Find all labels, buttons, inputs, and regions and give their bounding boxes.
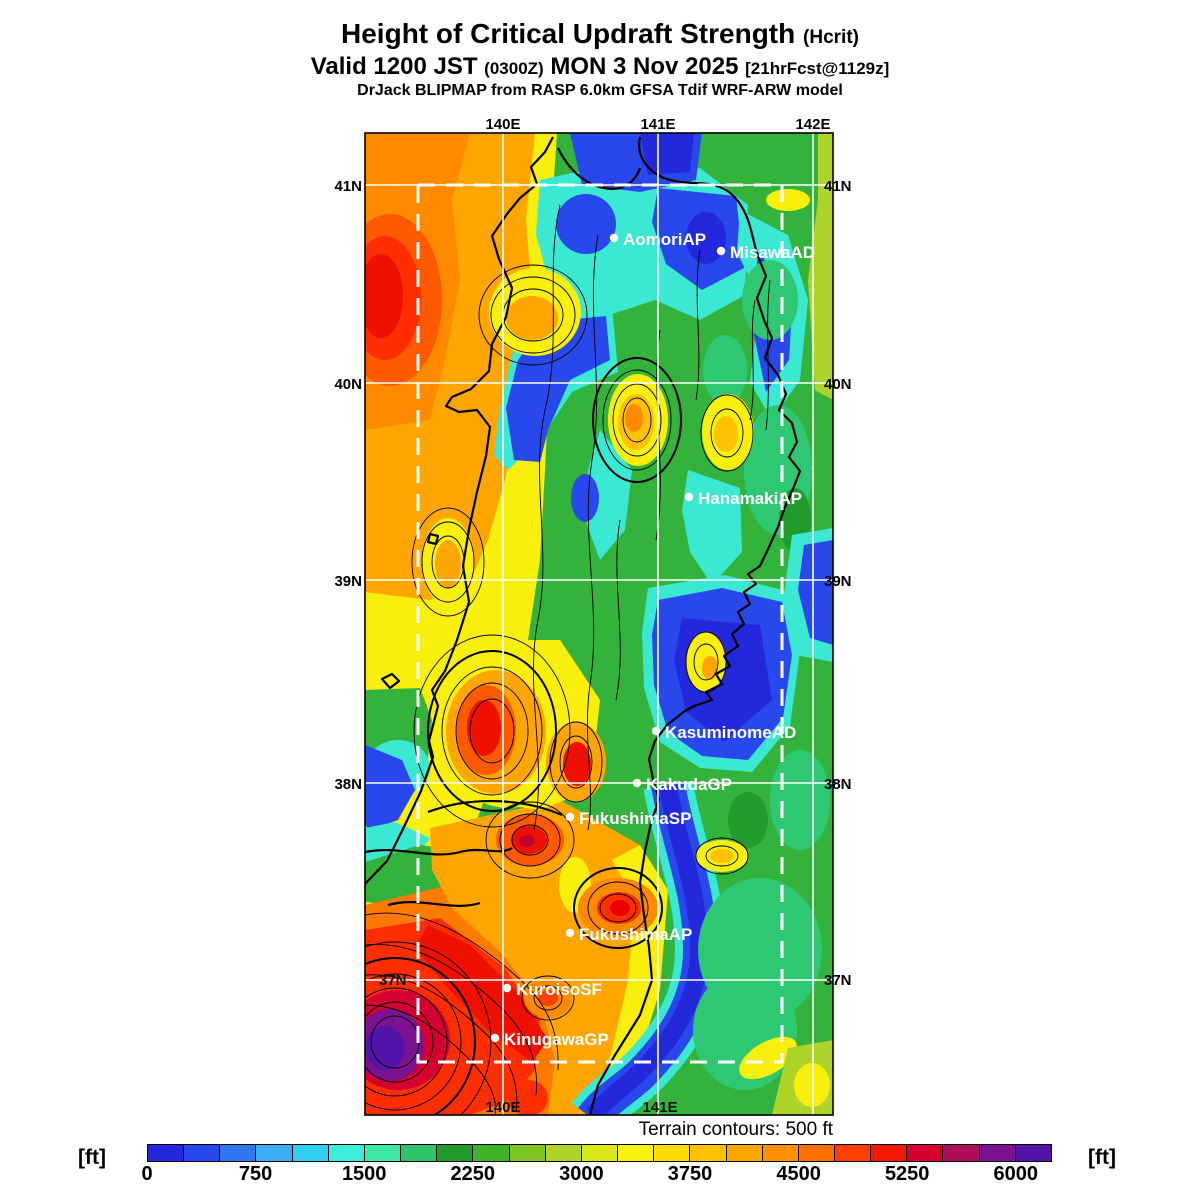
colorbar-tick-label: 0 xyxy=(141,1163,153,1185)
lat-label-right-40n: 40N xyxy=(824,376,852,393)
lon-label-top-142e: 142E xyxy=(795,116,830,133)
station-label-kakudagp: KakudaGP xyxy=(646,775,732,794)
station-label-hanamakiap: HanamakiAP xyxy=(698,489,802,508)
lat-label-left-38n: 38N xyxy=(334,776,362,793)
colorbar-segment xyxy=(545,1145,582,1161)
station-dot-kakudagp xyxy=(632,778,642,788)
colorbar-segment xyxy=(798,1145,835,1161)
lon-label-bottom-140e: 140E xyxy=(485,1099,520,1116)
colorbar-segment xyxy=(437,1145,474,1161)
station-dot-misawaad xyxy=(716,246,726,256)
page-title: Height of Critical Updraft Strength (Hcr… xyxy=(0,18,1200,50)
station-label-kuroisosf: KuroisoSF xyxy=(516,980,602,999)
colorbar-segment xyxy=(328,1145,365,1161)
lon-label-top-140e: 140E xyxy=(485,116,520,133)
colorbar-segment xyxy=(907,1145,944,1161)
colorbar-tick-label: 3750 xyxy=(667,1163,713,1185)
terrain-contours xyxy=(365,204,771,1115)
colorbar-segment xyxy=(148,1145,185,1161)
valid-date: MON 3 Nov 2025 xyxy=(550,53,739,80)
lat-label-right-37n: 37N xyxy=(824,972,852,989)
lat-label-left-41n: 41N xyxy=(334,178,362,195)
colorbar-segment xyxy=(581,1145,619,1161)
forecast-tag: [21hrFcst@1129z] xyxy=(745,59,890,78)
colorbar-tick-label: 1500 xyxy=(341,1163,387,1185)
colorbar-segment xyxy=(943,1145,980,1161)
colorbar-unit-right: [ft] xyxy=(1088,1146,1116,1169)
title-parameter-code: (Hcrit) xyxy=(803,27,859,48)
colorbar-segment xyxy=(871,1145,908,1161)
valid-zulu: (0300Z) xyxy=(484,59,544,78)
lat-label-right-39n: 39N xyxy=(824,573,852,590)
hcrit-map: 140E 141E 142E 41N 40N 39N 38N 37N 41N 4… xyxy=(334,116,852,1116)
valid-time-line: Valid 1200 JST (0300Z) MON 3 Nov 2025 [2… xyxy=(0,53,1200,81)
terrain-contours-note: Terrain contours: 500 ft xyxy=(638,1119,833,1140)
station-dot-kinugawagp xyxy=(490,1033,500,1043)
station-label-kinugawagp: KinugawaGP xyxy=(504,1030,609,1049)
station-label-kasuminomead: KasuminomeAD xyxy=(665,723,796,742)
lat-label-right-38n: 38N xyxy=(824,776,852,793)
station-dot-hanamakiap xyxy=(684,492,694,502)
colorbar-segment xyxy=(690,1145,727,1161)
colorbar-segment xyxy=(618,1145,655,1161)
colorbar-segment xyxy=(509,1145,546,1161)
colorbar-tick-label: 5250 xyxy=(884,1163,930,1185)
hcrit-field xyxy=(365,133,833,1115)
valid-prefix: Valid 1200 JST xyxy=(310,53,478,80)
colorbar-segment xyxy=(256,1145,293,1161)
station-dot-fukushimasp xyxy=(565,812,575,822)
colorbar-segment xyxy=(184,1145,221,1161)
colorbar-segment xyxy=(292,1145,329,1161)
lat-label-right-41n: 41N xyxy=(824,178,852,195)
lat-label-inner-37n: 37N xyxy=(379,972,407,989)
colorbar-tick-label: 3000 xyxy=(559,1163,604,1185)
station-dot-fukushimaap xyxy=(565,928,575,938)
colorbar-segment xyxy=(834,1145,872,1161)
colorbar-ticks: 0 750 1500 2250 3000 3750 4500 5250 6000 xyxy=(0,1163,1200,1191)
station-dot-aomoriap xyxy=(609,233,619,243)
lat-label-left-39n: 39N xyxy=(334,573,362,590)
colorbar-segment xyxy=(726,1145,763,1161)
station-dot-kuroisosf xyxy=(502,983,512,993)
coastline xyxy=(365,136,802,1115)
station-label-fukushimaap: FukushimaAP xyxy=(579,925,692,944)
model-domain-outline xyxy=(416,183,784,1064)
colorbar-segments xyxy=(147,1144,1052,1162)
colorbar-segment xyxy=(1015,1145,1051,1161)
station-label-fukushimasp: FukushimaSP xyxy=(579,809,691,828)
station-label-misawaad: MisawaAD xyxy=(730,243,815,262)
colorbar-tick-label: 6000 xyxy=(993,1163,1039,1185)
colorbar-segment xyxy=(364,1145,402,1161)
colorbar-segment xyxy=(654,1145,691,1161)
colorbar-segment xyxy=(473,1145,510,1161)
colorbar-segment xyxy=(979,1145,1016,1161)
colorbar-tick-label: 2250 xyxy=(450,1163,496,1185)
colorbar-unit-left: [ft] xyxy=(78,1146,106,1169)
lat-label-left-40n: 40N xyxy=(334,376,362,393)
colorbar-segment xyxy=(220,1145,257,1161)
lon-label-bottom-141e: 141E xyxy=(642,1099,677,1116)
colorbar-segment xyxy=(762,1145,799,1161)
station-dot-kasuminomead xyxy=(651,726,661,736)
station-label-aomoriap: AomoriAP xyxy=(623,230,706,249)
station-markers xyxy=(490,233,726,1043)
colorbar-tick-label: 750 xyxy=(238,1163,273,1185)
title-main: Height of Critical Updraft Strength xyxy=(341,18,796,49)
colorbar-segment xyxy=(401,1145,438,1161)
map-border xyxy=(364,132,834,1116)
lon-label-top-141e: 141E xyxy=(640,116,675,133)
model-line: DrJack BLIPMAP from RASP 6.0km GFSA Tdif… xyxy=(357,82,843,99)
colorbar-tick-label: 4500 xyxy=(776,1163,821,1185)
